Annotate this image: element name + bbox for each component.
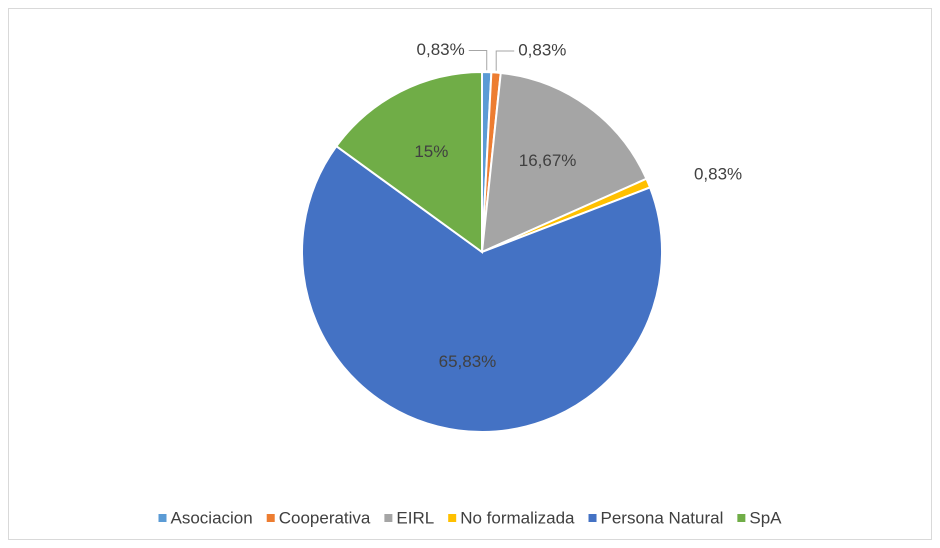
pie-slice (301, 144, 663, 433)
legend-swatch (588, 514, 597, 522)
legend-label: EIRL (396, 508, 434, 527)
pie-slice (480, 71, 648, 254)
legend-label: Asociacion (171, 508, 253, 527)
data-label: 0,83% (518, 41, 566, 60)
data-label: 0,83% (417, 40, 465, 59)
legend-label: No formalizada (460, 508, 575, 527)
data-label: 0,83% (694, 164, 742, 183)
legend-label: Cooperativa (279, 508, 371, 527)
legend-swatch (448, 514, 457, 522)
legend-label: Persona Natural (601, 508, 724, 527)
legend-swatch (266, 514, 275, 522)
leader-line (495, 50, 515, 71)
legend-swatch (158, 514, 167, 522)
pie-slice (334, 70, 483, 254)
data-label: 15% (414, 142, 448, 161)
data-label: 65,83% (439, 352, 497, 371)
legend-swatch (737, 514, 746, 522)
legend-label: SpA (749, 508, 782, 527)
legend-swatch (384, 514, 393, 522)
data-label: 16,67% (519, 151, 577, 170)
leader-line (468, 49, 488, 71)
legend: Asociacion Cooperativa EIRL No formalizada P… (158, 508, 782, 527)
